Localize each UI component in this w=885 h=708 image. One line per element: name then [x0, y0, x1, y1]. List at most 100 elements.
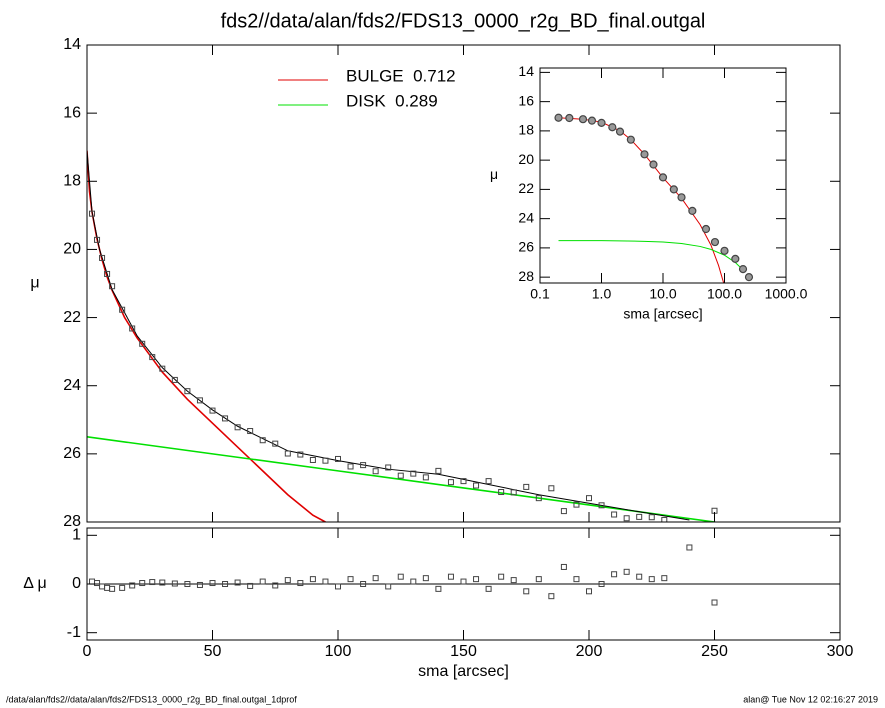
y-tick-label: 28: [518, 268, 534, 284]
data-point: [149, 354, 156, 361]
data-point: [322, 457, 329, 464]
data-point: [119, 306, 126, 313]
data-point: [284, 577, 291, 584]
data-point: [234, 424, 241, 431]
data-point: [109, 585, 116, 592]
plot-frame: [539, 67, 787, 284]
data-point: [573, 576, 580, 583]
x-tick-label: 50: [204, 643, 222, 660]
data-point: [648, 576, 655, 583]
x-tick-label: 100: [325, 643, 352, 660]
data-point: [498, 573, 505, 580]
x-axis-label: sma [arcsec]: [418, 663, 509, 680]
y-axis-label: μ: [490, 166, 498, 182]
y-tick-label: 14: [518, 63, 534, 79]
data-point: [259, 437, 266, 444]
data-point: [535, 495, 542, 502]
plot-area: [87, 544, 840, 606]
data-point: [720, 246, 729, 255]
plot-area: [554, 113, 754, 283]
legend-label: BULGE 0.712: [346, 66, 456, 85]
data-point: [473, 482, 480, 489]
x-axis-label: sma [arcsec]: [623, 306, 702, 322]
data-point: [335, 583, 341, 590]
data-point: [347, 463, 354, 470]
data-point: [548, 485, 555, 492]
data-point: [523, 483, 530, 490]
data-point: [129, 582, 136, 589]
data-point: [196, 397, 203, 404]
data-point: [259, 578, 266, 585]
data-point: [597, 118, 606, 127]
data-point: [234, 579, 241, 586]
y-tick-label: 22: [63, 309, 81, 326]
data-point: [435, 467, 442, 474]
plot-area: [87, 150, 718, 522]
data-point: [738, 265, 748, 274]
data-point: [410, 578, 417, 585]
data-point: [649, 160, 658, 169]
data-point: [159, 365, 166, 372]
data-point: [410, 470, 417, 477]
y-tick-label: 18: [63, 173, 81, 190]
data-point: [159, 579, 166, 586]
x-tick-label: 0.1: [530, 286, 550, 302]
x-tick-label: 1.0: [592, 286, 612, 302]
data-point: [623, 568, 630, 575]
data-point: [535, 576, 542, 583]
data-point: [669, 185, 678, 194]
data-point: [247, 428, 254, 435]
data-point: [360, 581, 367, 587]
data-point: [422, 575, 429, 582]
data-point: [608, 123, 617, 132]
data-point: [109, 283, 116, 290]
data-point: [209, 407, 216, 414]
data-point: [435, 585, 442, 592]
data-point: [447, 479, 454, 486]
data-point: [498, 489, 505, 496]
data-point: [119, 584, 126, 591]
x-tick-label: 1000.0: [765, 286, 808, 302]
y-tick-label: -1: [67, 624, 81, 641]
data-point: [623, 515, 630, 522]
footer-right: alan@ Tue Nov 12 02:16:27 2019: [743, 694, 878, 704]
data-point: [710, 237, 720, 247]
y-tick-label: 1: [72, 527, 81, 544]
data-point: [578, 115, 588, 124]
series-line: [558, 240, 744, 271]
y-tick-label: 20: [63, 241, 81, 258]
data-point: [297, 451, 304, 458]
data-point: [640, 150, 649, 159]
y-tick-label: 16: [63, 104, 81, 121]
data-point: [523, 588, 530, 595]
data-point: [322, 578, 329, 585]
data-point: [171, 376, 178, 383]
data-point: [686, 544, 693, 551]
data-point: [184, 388, 191, 395]
data-point: [139, 340, 146, 347]
data-point: [397, 472, 404, 479]
data-point: [560, 563, 567, 570]
data-point: [129, 325, 136, 332]
data-point: [598, 502, 605, 509]
y-axis-label: μ: [30, 275, 39, 292]
series-line: [87, 436, 718, 522]
data-point: [711, 599, 718, 606]
data-point: [385, 583, 392, 590]
data-point: [297, 580, 304, 587]
data-point: [485, 478, 492, 485]
data-point: [247, 582, 254, 589]
data-point: [284, 450, 291, 457]
data-point: [731, 254, 740, 263]
chart-title: fds2//data/alan/fds2/FDS13_0000_r2g_BD_f…: [221, 10, 706, 32]
data-point: [422, 474, 429, 481]
data-point: [272, 440, 279, 447]
y-axis-label: Δ μ: [23, 575, 46, 592]
data-point: [397, 573, 404, 580]
y-tick-label: 22: [518, 180, 534, 196]
data-point: [677, 193, 686, 202]
y-tick-label: 24: [518, 209, 534, 225]
data-point: [744, 273, 754, 282]
plot-frame: [86, 527, 841, 641]
